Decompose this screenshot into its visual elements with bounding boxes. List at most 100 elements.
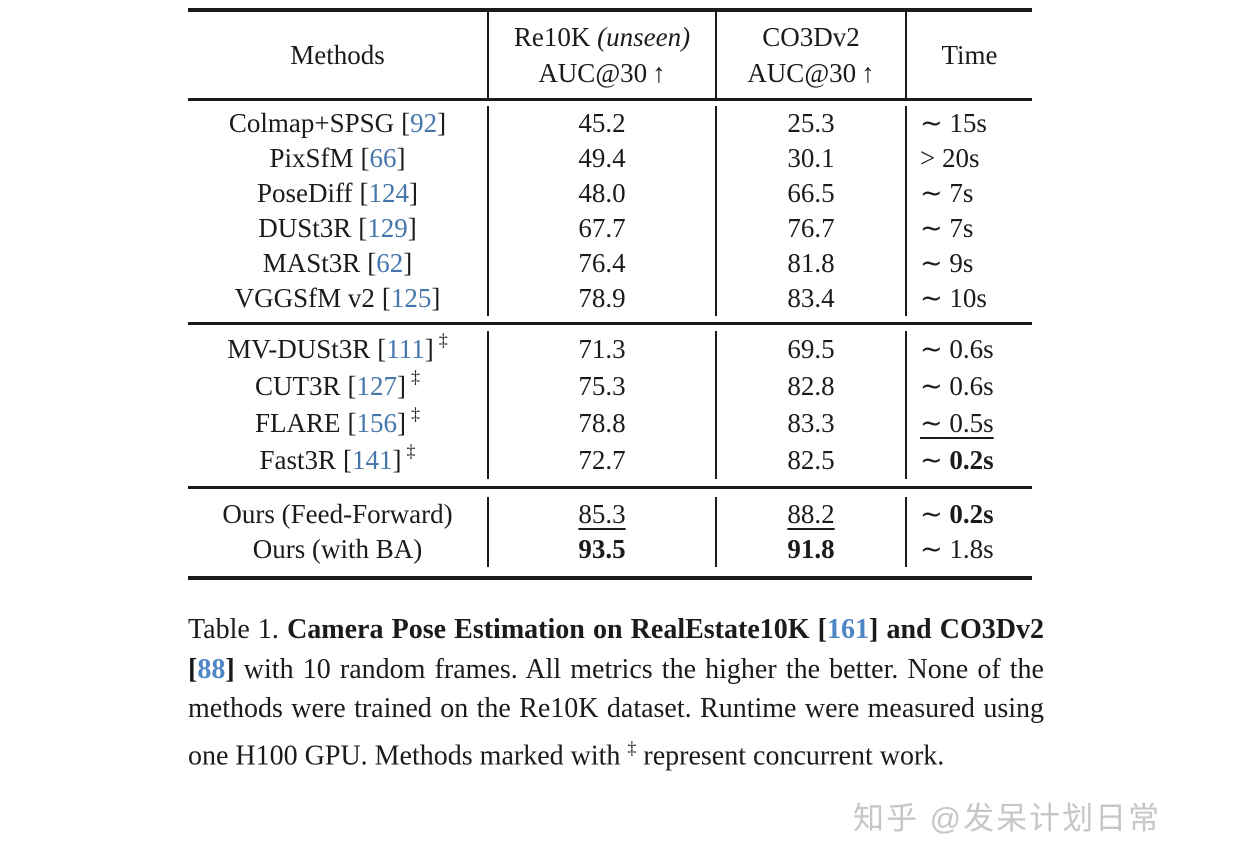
- header-methods-label: Methods: [290, 40, 385, 70]
- co3d-value-cell: 88.2: [715, 497, 905, 532]
- header-re10k-metric: AUC@30: [538, 58, 648, 88]
- re10k-value: 76.4: [578, 248, 626, 278]
- citation-link[interactable]: 161: [827, 614, 870, 645]
- watermark-text: 知乎 @发呆计划日常: [853, 801, 1162, 836]
- co3d-value-cell: 91.8: [715, 532, 905, 567]
- co3d-value-cell: 83.3: [715, 405, 905, 442]
- re10k-value-cell: 85.3: [487, 497, 715, 532]
- table-bottom-rule: [188, 576, 1032, 580]
- co3d-value: 69.5: [787, 334, 835, 364]
- approx-symbol: ∼: [920, 178, 943, 208]
- header-co3dv2-label: CO3Dv2: [762, 22, 860, 52]
- method-cell: MASt3R [62]: [188, 246, 487, 281]
- bracket-open: [: [347, 408, 357, 438]
- citation-link[interactable]: [125]: [382, 283, 441, 314]
- method-name: Colmap+SPSG: [228, 108, 395, 138]
- time-value: 10s: [942, 283, 987, 313]
- citation-number: 129: [367, 213, 408, 243]
- bracket-close: ]: [437, 108, 447, 138]
- time-value-cell: ∼ 15s: [905, 106, 1032, 141]
- re10k-value: 67.7: [578, 213, 626, 243]
- time-value-cell: > 20s: [905, 141, 1032, 176]
- method-name: DUSt3R: [258, 213, 352, 243]
- time-value-cell: ∼ 0.6s: [905, 368, 1032, 405]
- table-row: Ours (Feed-Forward) 85.3 88.2 ∼ 0.2s: [188, 497, 1032, 532]
- approx-symbol: ∼: [920, 499, 943, 529]
- caption-label: Table 1.: [188, 614, 288, 645]
- time-value-cell: ∼ 0.6s: [905, 331, 1032, 368]
- bracket-close: ]: [397, 408, 406, 438]
- citation-link[interactable]: [124]: [360, 178, 419, 209]
- bracket-open: [: [367, 248, 377, 278]
- re10k-value: 72.7: [578, 445, 626, 475]
- co3d-value-cell: 82.5: [715, 442, 905, 479]
- citation-link[interactable]: [111]: [377, 334, 434, 365]
- table-row: PoseDiff [124] 48.0 66.5 ∼ 7s: [188, 176, 1032, 211]
- header-time-label: Time: [941, 40, 998, 70]
- table-group-baselines: Colmap+SPSG [92] 45.2 25.3 ∼ 15s PixSfM …: [188, 101, 1032, 322]
- re10k-value-cell: 78.9: [487, 281, 715, 316]
- method-cell: Ours (Feed-Forward): [188, 497, 487, 532]
- re10k-value: 49.4: [578, 143, 626, 173]
- greater-than-symbol: >: [920, 143, 936, 173]
- double-dagger-mark: ‡: [627, 737, 637, 758]
- citation-link[interactable]: [66]: [361, 143, 406, 174]
- method-cell: Fast3R [141] ‡: [188, 441, 487, 479]
- citation-link[interactable]: [129]: [358, 213, 417, 244]
- re10k-value: 93.5: [578, 534, 626, 564]
- header-unseen-label: (unseen): [597, 22, 691, 52]
- citation-link[interactable]: [127]: [348, 371, 407, 402]
- time-value: 20s: [935, 143, 980, 173]
- header-re10k: Re10K (unseen) AUC@30 ↑: [487, 12, 715, 98]
- time-value-cell: ∼ 0.5s: [905, 405, 1032, 442]
- citation-number: 125: [390, 283, 432, 313]
- bracket-open: [: [360, 143, 370, 173]
- method-cell: Colmap+SPSG [92]: [188, 106, 487, 141]
- header-time: Time: [905, 12, 1032, 98]
- method-cell: FLARE [156] ‡: [188, 404, 487, 442]
- citation-link[interactable]: [141]: [343, 445, 402, 476]
- co3d-value-cell: 81.8: [715, 246, 905, 281]
- bracket-close: ]: [403, 248, 413, 278]
- time-value-cell: ∼ 0.2s: [905, 442, 1032, 479]
- method-name: FLARE: [254, 408, 341, 438]
- co3d-value: 82.5: [787, 445, 835, 475]
- co3d-value: 82.8: [787, 371, 835, 401]
- method-cell: CUT3R [127] ‡: [188, 367, 487, 405]
- header-methods: Methods: [188, 12, 487, 98]
- caption-title: ] and CO3Dv2 [: [188, 614, 1044, 685]
- method-name: Ours (Feed-Forward): [222, 499, 453, 529]
- bracket-close: ]: [392, 445, 402, 475]
- bracket-open: [: [343, 445, 353, 475]
- time-value-cell: ∼ 1.8s: [905, 532, 1032, 567]
- citation-link[interactable]: [62]: [367, 248, 412, 279]
- table-row: MV-DUSt3R [111] ‡ 71.3 69.5 ∼ 0.6s: [188, 330, 1032, 368]
- bracket-open: [: [347, 371, 357, 401]
- table-row: CUT3R [127] ‡ 75.3 82.8 ∼ 0.6s: [188, 367, 1032, 405]
- time-value-cell: ∼ 9s: [905, 246, 1032, 281]
- approx-symbol: ∼: [920, 283, 943, 313]
- co3d-value: 91.8: [787, 534, 835, 564]
- co3d-value-cell: 76.7: [715, 211, 905, 246]
- approx-symbol: ∼: [920, 534, 943, 564]
- re10k-value-cell: 76.4: [487, 246, 715, 281]
- double-dagger-mark: ‡: [411, 367, 420, 387]
- citation-link[interactable]: [92]: [401, 108, 446, 139]
- results-table: Methods Re10K (unseen) AUC@30 ↑ CO3Dv2 AU…: [188, 8, 1032, 580]
- method-name: PixSfM: [269, 143, 354, 173]
- table-top-rule: [188, 8, 1032, 12]
- re10k-value: 85.3: [578, 499, 626, 529]
- table-header-row: Methods Re10K (unseen) AUC@30 ↑ CO3Dv2 AU…: [188, 12, 1032, 98]
- citation-number: 66: [369, 143, 397, 173]
- re10k-value-cell: 71.3: [487, 331, 715, 368]
- time-value: 0.5s: [942, 408, 994, 438]
- co3d-value-cell: 25.3: [715, 106, 905, 141]
- citation-link[interactable]: 88: [197, 653, 226, 685]
- re10k-value-cell: 45.2: [487, 106, 715, 141]
- header-bottom-rule: [188, 98, 1032, 101]
- citation-number: 62: [376, 248, 404, 278]
- re10k-value-cell: 49.4: [487, 141, 715, 176]
- method-cell: PoseDiff [124]: [188, 176, 487, 211]
- citation-link[interactable]: [156]: [348, 408, 407, 439]
